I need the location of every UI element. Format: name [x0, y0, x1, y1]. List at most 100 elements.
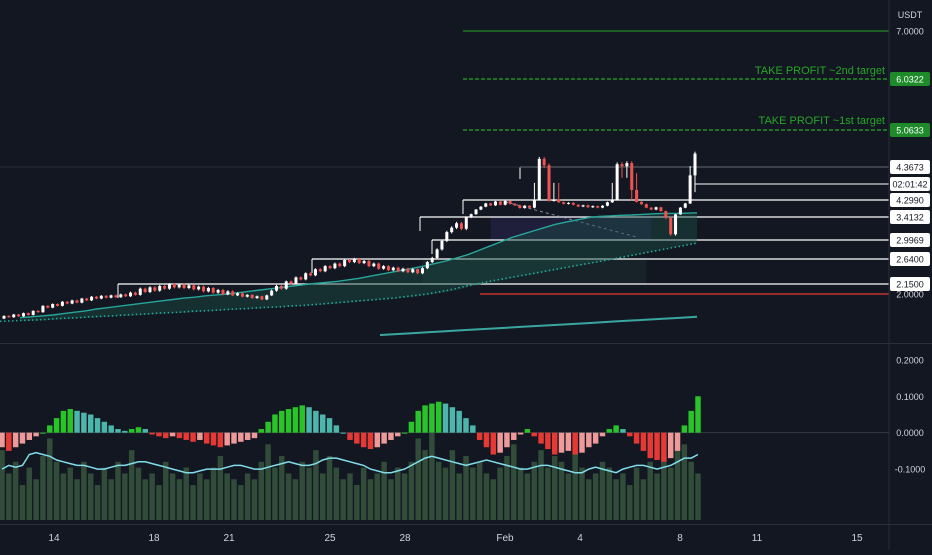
time-tick-14: 14 — [48, 533, 60, 544]
volume-bar — [320, 473, 325, 520]
candle-body — [353, 259, 356, 262]
histogram-bar — [470, 425, 475, 432]
histogram-bar — [354, 433, 359, 444]
histogram-bar — [238, 433, 243, 442]
volume-bar — [566, 473, 571, 520]
candle-body — [411, 269, 414, 272]
candle-body — [294, 277, 297, 283]
histogram-bar — [552, 433, 557, 455]
price-tag-6.0322: 6.0322 — [896, 75, 924, 85]
candle-body — [689, 175, 692, 203]
candle-body — [596, 206, 599, 208]
volume-bar — [695, 473, 700, 520]
volume-bar — [259, 462, 264, 520]
candle-body — [41, 306, 44, 312]
candle-body — [90, 297, 93, 301]
candle-body — [582, 205, 585, 206]
histogram-bar — [422, 405, 427, 432]
histogram-bar — [484, 433, 489, 448]
candle-body — [567, 203, 570, 204]
volume-bar — [224, 473, 229, 520]
candle-body — [611, 200, 614, 203]
candle-body — [85, 299, 88, 301]
volume-bar — [149, 473, 154, 520]
histogram-bar — [443, 404, 448, 433]
candle-body — [27, 313, 30, 315]
histogram-bar — [265, 422, 270, 433]
histogram-bar — [641, 433, 646, 451]
time-tick-8: 8 — [677, 533, 683, 544]
volume-bar — [381, 462, 386, 520]
time-tick-15: 15 — [851, 533, 863, 544]
histogram-bar — [313, 411, 318, 433]
histogram-bar — [416, 411, 421, 433]
price-tag-2.9969: 2.9969 — [896, 236, 924, 246]
histogram-bar — [388, 433, 393, 440]
histogram-bar — [143, 429, 148, 433]
candle-body — [518, 205, 521, 208]
volume-bar — [190, 485, 195, 520]
histogram-bar — [156, 433, 161, 437]
candle-body — [650, 208, 653, 210]
volume-bar — [470, 468, 475, 520]
volume-bar — [81, 462, 86, 520]
candle-body — [309, 273, 312, 275]
volume-bar — [688, 462, 693, 520]
histogram-bar — [300, 405, 305, 432]
candle-body — [392, 268, 395, 271]
candle-body — [192, 285, 195, 289]
candle-body — [280, 286, 283, 289]
candle-body — [479, 207, 482, 210]
volume-bar — [115, 462, 120, 520]
volume-bar — [361, 468, 366, 520]
volume-bar — [340, 479, 345, 520]
price-tag-5.0633: 5.0633 — [896, 126, 924, 136]
candle-body — [625, 163, 628, 166]
volume-bar — [156, 485, 161, 520]
candle-body — [314, 269, 317, 275]
volume-bar — [218, 456, 223, 520]
histogram-bar — [81, 413, 86, 433]
candle-body — [402, 269, 405, 272]
candle-body — [343, 260, 346, 266]
histogram-bar — [648, 433, 653, 458]
histogram-bar — [177, 433, 182, 438]
volume-bar — [395, 468, 400, 520]
histogram-bar — [259, 429, 264, 433]
candle-body — [46, 306, 49, 308]
candle-body — [75, 300, 78, 302]
candle-body — [207, 288, 210, 291]
candle-body — [71, 300, 74, 303]
candle-body — [460, 223, 463, 229]
volume-bar — [436, 462, 441, 520]
volume-bar — [272, 468, 277, 520]
time-tick-18: 18 — [148, 533, 160, 544]
histogram-bar — [525, 429, 530, 433]
candle-body — [100, 296, 103, 299]
histogram-bar — [368, 433, 373, 449]
histogram-bar — [586, 433, 591, 448]
histogram-bar — [682, 425, 687, 432]
candle-body — [382, 266, 385, 269]
volume-bar — [313, 450, 318, 520]
histogram-bar — [279, 411, 284, 433]
candle-body — [105, 296, 108, 298]
candle-body — [246, 295, 249, 297]
candle-body — [679, 208, 682, 215]
volume-bar — [586, 479, 591, 520]
volume-bar — [607, 468, 612, 520]
candle-body — [187, 285, 190, 288]
candle-body — [66, 302, 69, 304]
histogram-bar — [0, 433, 5, 448]
histogram-bar — [6, 433, 11, 451]
candle-body — [528, 206, 531, 208]
histogram-bar — [340, 433, 345, 434]
volume-bar — [402, 473, 407, 520]
candle-body — [51, 304, 54, 308]
candle-body — [499, 202, 502, 205]
candle-body — [552, 200, 555, 201]
candle-body — [17, 315, 20, 317]
candle-body — [557, 200, 560, 203]
